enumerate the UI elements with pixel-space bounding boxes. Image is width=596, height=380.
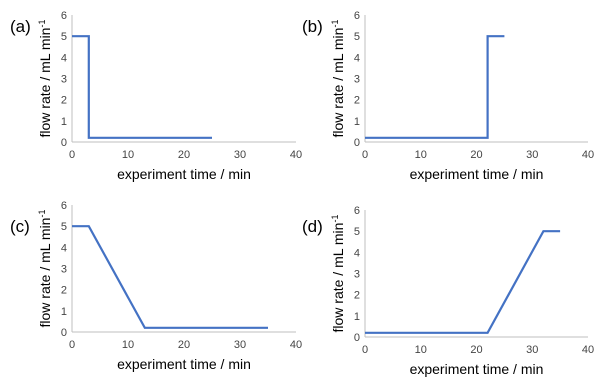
y-axis-title: flow rate / mL min-1	[330, 20, 346, 138]
y-tick-label: 4	[354, 52, 360, 64]
x-tick-label: 20	[470, 344, 482, 356]
y-tick-label: 1	[354, 311, 360, 323]
y-axis-title: flow rate / mL min-1	[330, 215, 346, 333]
x-tick-label: 40	[582, 149, 594, 161]
y-tick-label: 5	[61, 221, 67, 233]
x-tick-label: 30	[526, 344, 538, 356]
y-axis-title-text: flow rate / mL min	[330, 28, 346, 138]
panel-label: (c)	[10, 217, 30, 236]
x-tick-label: 10	[122, 339, 134, 351]
y-axis-title-superscript: -1	[330, 215, 340, 223]
y-axis-title-superscript: -1	[37, 20, 47, 28]
x-tick-label: 30	[234, 149, 246, 161]
y-tick-label: 0	[354, 332, 360, 344]
flow-rate-series-line	[365, 230, 561, 334]
x-tick-label: 10	[415, 344, 427, 356]
x-tick-label: 20	[178, 149, 190, 161]
x-tick-label: 40	[582, 344, 594, 356]
y-tick-label: 3	[354, 74, 360, 86]
y-tick-label: 6	[61, 10, 67, 22]
y-tick-label: 2	[354, 290, 360, 302]
y-tick-label: 4	[61, 242, 67, 254]
x-tick-label: 30	[234, 339, 246, 351]
y-tick-label: 4	[61, 52, 67, 64]
y-tick-label: 5	[354, 31, 360, 43]
panel-label: (d)	[302, 217, 323, 236]
panel-2: 0 1 2 3 4 5 6 0 10 20 30 40 experiment time / min flo…	[302, 10, 594, 182]
y-tick-label: 1	[61, 116, 67, 128]
y-tick-label: 5	[61, 31, 67, 43]
y-tick-label: 5	[354, 226, 360, 238]
y-tick-label: 3	[354, 269, 360, 281]
y-tick-label: 1	[61, 306, 67, 318]
y-tick-label: 1	[354, 116, 360, 128]
x-axis-title: experiment time / min	[410, 166, 544, 182]
x-tick-label: 0	[69, 339, 75, 351]
flow-rate-series-line	[365, 35, 505, 139]
flow-rate-series-line	[72, 35, 212, 139]
x-tick-label: 40	[290, 339, 302, 351]
y-tick-label: 2	[354, 95, 360, 107]
panel-4: 0 1 2 3 4 5 6 0 10 20 30 40 experiment time / min flo…	[302, 205, 594, 377]
x-tick-label: 0	[362, 344, 368, 356]
y-tick-label: 0	[354, 137, 360, 149]
y-tick-label: 6	[61, 200, 67, 212]
y-tick-label: 3	[61, 264, 67, 276]
x-tick-label: 30	[526, 149, 538, 161]
x-axis-title: experiment time / min	[410, 361, 544, 377]
x-tick-label: 10	[415, 149, 427, 161]
y-axis-title-text: flow rate / mL min	[37, 28, 53, 138]
y-tick-label: 0	[61, 137, 67, 149]
x-tick-label: 40	[290, 149, 302, 161]
flow-rate-series-line	[72, 225, 268, 329]
y-axis-title-superscript: -1	[37, 210, 47, 218]
x-axis-title: experiment time / min	[117, 166, 251, 182]
y-tick-label: 0	[61, 327, 67, 339]
x-axis-title: experiment time / min	[117, 356, 251, 372]
y-axis-title: flow rate / mL min-1	[37, 210, 53, 328]
y-tick-label: 3	[61, 74, 67, 86]
x-tick-label: 0	[69, 149, 75, 161]
y-tick-label: 6	[354, 205, 360, 217]
y-axis-title-text: flow rate / mL min	[330, 223, 346, 333]
y-axis-title-superscript: -1	[330, 20, 340, 28]
x-tick-label: 20	[178, 339, 190, 351]
y-axis-title-text: flow rate / mL min	[37, 218, 53, 328]
x-tick-label: 0	[362, 149, 368, 161]
x-tick-label: 10	[122, 149, 134, 161]
y-tick-label: 2	[61, 95, 67, 107]
y-tick-label: 6	[354, 10, 360, 22]
panel-1: 0 1 2 3 4 5 6 0 10 20 30 40 experiment time / min flo…	[10, 10, 302, 182]
y-axis-title: flow rate / mL min-1	[37, 20, 53, 138]
x-tick-label: 20	[470, 149, 482, 161]
y-tick-label: 4	[354, 247, 360, 259]
y-tick-label: 2	[61, 285, 67, 297]
panel-3: 0 1 2 3 4 5 6 0 10 20 30 40 experiment time / min flo…	[10, 200, 302, 372]
panel-label: (b)	[302, 17, 323, 36]
panel-label: (a)	[10, 17, 31, 36]
